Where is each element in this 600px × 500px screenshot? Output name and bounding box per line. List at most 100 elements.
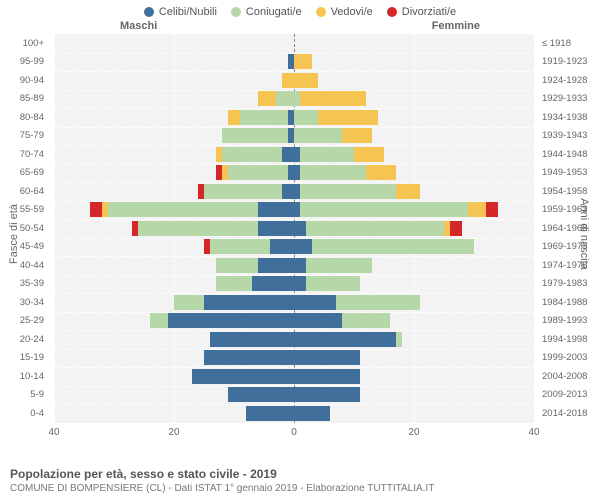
male-bar-segment: [228, 387, 294, 402]
female-bar-segment: [306, 221, 444, 236]
birth-year-label: 1999-2003: [538, 349, 598, 368]
age-label: 15-19: [0, 349, 48, 368]
male-bar-segment: [258, 221, 294, 236]
female-bar-segment: [354, 147, 384, 162]
age-label: 60-64: [0, 182, 48, 201]
birth-year-label: 1924-1928: [538, 71, 598, 90]
female-bar-segment: [306, 258, 372, 273]
male-bar-segment: [198, 184, 204, 199]
male-bar-segment: [282, 73, 294, 88]
female-bar-segment: [294, 258, 306, 273]
age-label: 90-94: [0, 71, 48, 90]
male-bar-segment: [252, 276, 294, 291]
female-bar-segment: [294, 350, 360, 365]
male-bar-segment: [228, 165, 288, 180]
male-bar-segment: [192, 369, 294, 384]
male-bar-segment: [204, 239, 210, 254]
legend-swatch: [387, 7, 397, 17]
male-bar-segment: [258, 202, 294, 217]
male-bar-segment: [216, 258, 258, 273]
birth-year-label: 1939-1943: [538, 127, 598, 146]
age-label: 25-29: [0, 312, 48, 331]
female-bar-segment: [342, 313, 390, 328]
age-label: 80-84: [0, 108, 48, 127]
male-bar-segment: [204, 350, 294, 365]
chart-subtitle: COMUNE DI BOMPENSIERE (CL) - Dati ISTAT …: [10, 483, 434, 494]
male-bar-segment: [150, 313, 168, 328]
age-label: 65-69: [0, 164, 48, 183]
male-bar-segment: [90, 202, 102, 217]
legend: Celibi/NubiliConiugati/eVedovi/eDivorzia…: [0, 0, 600, 20]
male-bar-segment: [216, 165, 222, 180]
male-bar-segment: [282, 147, 294, 162]
age-label: 95-99: [0, 53, 48, 72]
legend-label: Vedovi/e: [331, 6, 373, 18]
age-label: 70-74: [0, 145, 48, 164]
female-bar-segment: [294, 387, 360, 402]
birth-year-label: 1944-1948: [538, 145, 598, 164]
chart-title: Popolazione per età, sesso e stato civil…: [10, 467, 434, 481]
male-bar-segment: [138, 221, 258, 236]
female-bar-segment: [294, 239, 312, 254]
birth-year-label: 1979-1983: [538, 275, 598, 294]
birth-year-label: 2014-2018: [538, 404, 598, 423]
male-bar-segment: [216, 276, 252, 291]
female-bar-segment: [318, 110, 378, 125]
male-bar-segment: [132, 221, 138, 236]
x-tick: 40: [48, 427, 59, 438]
birth-year-label: ≤ 1918: [538, 34, 598, 53]
birth-year-label: 1994-1998: [538, 330, 598, 349]
birth-year-label: 2009-2013: [538, 386, 598, 405]
female-bar-segment: [300, 184, 396, 199]
birth-year-label: 1949-1953: [538, 164, 598, 183]
birth-year-label: 1929-1933: [538, 90, 598, 109]
legend-item: Divorziati/e: [387, 6, 456, 18]
female-label: Femmine: [432, 20, 480, 32]
male-bar-segment: [222, 165, 228, 180]
male-bar-segment: [240, 110, 288, 125]
male-bar-segment: [210, 332, 294, 347]
male-bar-segment: [228, 110, 240, 125]
female-bar-segment: [294, 54, 312, 69]
birth-year-label: 1989-1993: [538, 312, 598, 331]
female-bar-segment: [294, 332, 396, 347]
male-bar-segment: [168, 313, 294, 328]
male-bar-segment: [102, 202, 108, 217]
top-gender-labels: Maschi Femmine: [0, 20, 600, 34]
legend-item: Celibi/Nubili: [144, 6, 217, 18]
x-tick: 20: [408, 427, 419, 438]
age-label: 35-39: [0, 275, 48, 294]
chart-area: 100+≤ 191895-991919-192390-941924-192885…: [0, 34, 600, 448]
male-bar-segment: [204, 184, 282, 199]
x-tick: 40: [528, 427, 539, 438]
male-bar-segment: [246, 406, 294, 421]
male-bar-segment: [222, 147, 282, 162]
legend-swatch: [144, 7, 154, 17]
footer: Popolazione per età, sesso e stato civil…: [10, 467, 434, 494]
female-bar-segment: [450, 221, 462, 236]
gridline: [54, 34, 55, 423]
female-bar-segment: [294, 369, 360, 384]
female-bar-segment: [312, 239, 474, 254]
birth-year-label: 1919-1923: [538, 53, 598, 72]
age-label: 10-14: [0, 367, 48, 386]
female-bar-segment: [366, 165, 396, 180]
female-bar-segment: [294, 110, 318, 125]
legend-swatch: [231, 7, 241, 17]
legend-label: Divorziati/e: [402, 6, 456, 18]
x-tick: 0: [291, 427, 297, 438]
y-axis-title-right: Anni di nascita: [578, 198, 590, 270]
female-bar-segment: [294, 276, 306, 291]
female-bar-segment: [336, 295, 420, 310]
male-bar-segment: [174, 295, 204, 310]
female-bar-segment: [294, 221, 306, 236]
male-bar-segment: [282, 184, 294, 199]
male-bar-segment: [276, 91, 294, 106]
age-label: 5-9: [0, 386, 48, 405]
y-axis-title-left: Fasce di età: [8, 204, 20, 264]
female-bar-segment: [300, 147, 354, 162]
birth-year-label: 1984-1988: [538, 293, 598, 312]
age-label: 75-79: [0, 127, 48, 146]
legend-label: Celibi/Nubili: [159, 6, 217, 18]
gridline: [534, 34, 535, 423]
